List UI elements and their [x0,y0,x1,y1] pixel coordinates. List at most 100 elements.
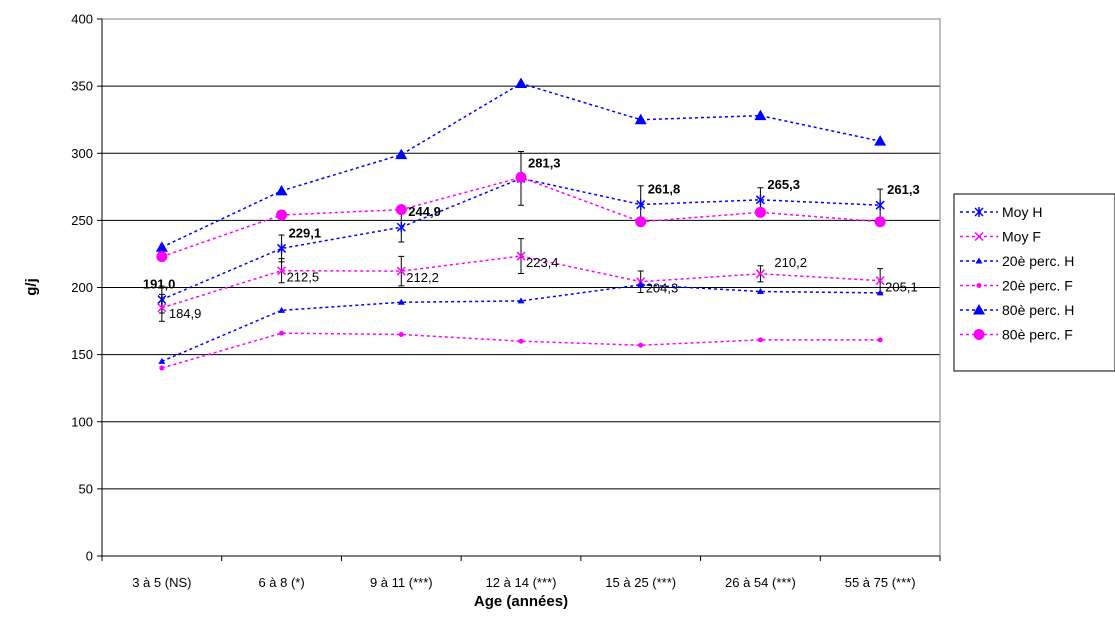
y-tick-label: 400 [71,12,93,27]
legend-label: Moy H [1002,204,1042,220]
data-label: 204,3 [646,281,679,296]
legend-item: Moy F [960,229,1041,245]
legend-item: 20è perc. F [960,278,1073,294]
data-point [515,171,527,183]
data-label: 281,3 [528,155,561,170]
y-tick-label: 250 [71,213,93,228]
legend-item: 20è perc. H [960,253,1074,269]
data-point [518,338,524,344]
x-tick-label: 26 à 54 (***) [725,575,796,590]
legend-marker [974,207,984,217]
data-point [875,276,885,286]
legend-label: 80è perc. H [1002,302,1074,318]
data-label: 261,8 [648,182,681,197]
data-label: 261,3 [887,182,920,197]
series-layer [155,77,887,371]
data-point [277,266,287,276]
data-point [515,77,527,88]
data-point [757,337,763,343]
legend-marker [976,283,982,288]
series-20-perc-f [159,330,883,371]
data-point [874,135,887,146]
data-label: 212,2 [406,270,439,285]
y-tick-label: 50 [79,481,93,496]
legend-item: Moy H [960,204,1042,220]
legend-item: 80è perc. H [960,302,1074,318]
data-label: 210,2 [774,255,807,270]
data-point [156,251,168,263]
data-point [634,113,647,125]
legend-item: 80è perc. F [960,327,1073,343]
data-point [877,337,883,343]
legend-marker [973,329,985,340]
y-tick-label: 0 [86,549,93,564]
data-label: 191,0 [143,277,176,292]
data-point [755,194,765,205]
data-point [279,330,285,336]
y-tick-label: 200 [71,280,93,295]
x-axis-ticks: 3 à 5 (NS) 6 à 8 (*) 9 à 11 (***) 12 à 14 (… [101,556,941,590]
x-tick-label: 6 à 8 (*) [258,575,304,590]
x-tick-label: 12 à 14 (***) [486,575,557,590]
series-moy-f [157,238,885,322]
legend-label: Moy F [1002,229,1041,245]
data-point [635,216,647,228]
data-point [275,184,288,196]
data-point [756,288,764,295]
data-point [874,216,886,228]
data-label: 229,1 [289,225,322,240]
legend: Moy H Moy F 20è perc. H 20è perc. F 80è perc… [953,193,1115,372]
data-point [636,199,646,210]
series-80-perc-h [155,77,887,252]
data-point [876,289,884,296]
data-label: 205,1 [885,280,918,295]
y-tick-label: 150 [71,347,93,362]
legend-box [953,193,1115,372]
x-tick-label: 15 à 25 (***) [605,575,676,590]
data-labels: 191,0 229,1 244,9 281,3 261,8 265,3 261,3 184,9… [143,155,920,320]
data-label: 212,5 [287,270,320,285]
data-point [157,303,167,313]
y-axis-title: g/j [23,278,40,296]
x-tick-label: 9 à 11 (***) [370,575,433,590]
data-point [754,206,766,218]
data-point [278,306,286,313]
y-tick-label: 300 [71,146,93,161]
legend-marker [973,304,985,315]
data-point [398,331,404,337]
data-point [396,266,406,276]
data-point [276,209,288,221]
x-axis-title: Age (années) [474,593,568,610]
data-point [396,222,406,233]
legend-label: 80è perc. F [1002,327,1073,343]
series-line [161,332,881,369]
data-label: 244,9 [408,204,441,219]
data-point [755,269,765,279]
data-point [517,297,525,304]
data-point [155,241,168,252]
series-20-perc-h [158,281,884,364]
x-tick-label: 3 à 5 (NS) [132,575,191,590]
legend-label: 20è perc. F [1002,278,1073,294]
data-label: 184,9 [169,306,202,321]
legend-marker [975,257,983,264]
data-point [395,148,408,160]
y-tick-label: 350 [71,79,93,94]
y-axis-ticks: 0 50 100 150 200 250 300 350 400 [71,12,940,564]
data-point [638,342,644,348]
data-point [159,365,165,371]
series-80-perc-f [156,171,886,263]
data-point [158,357,166,364]
series-line [161,284,881,363]
data-point [397,298,405,305]
data-label: 265,3 [767,177,800,192]
legend-marker [974,231,984,242]
data-point [637,281,645,288]
data-point [395,204,407,216]
data-point [277,243,287,254]
data-point [875,200,885,211]
data-point [516,251,526,261]
legend-label: 20è perc. H [1002,253,1074,269]
data-label: 223,4 [526,255,559,270]
